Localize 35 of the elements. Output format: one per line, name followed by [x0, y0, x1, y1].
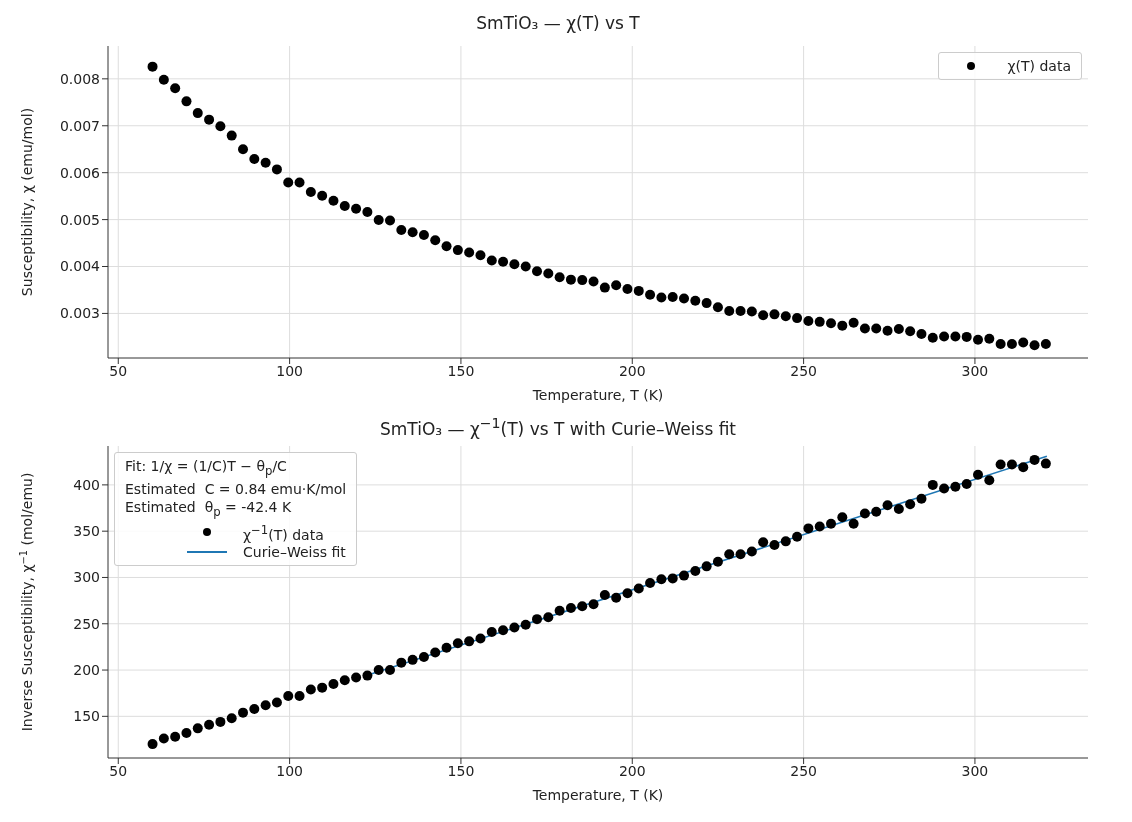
x-axis-title: Temperature, T (K) — [531, 387, 664, 403]
y-tick-label: 250 — [73, 615, 100, 632]
x-axis-title: Temperature, T (K) — [531, 787, 664, 803]
x-tick-label: 300 — [961, 362, 989, 379]
y-tick-label: 300 — [73, 569, 100, 586]
y-tick-label: 200 — [73, 662, 100, 679]
legend-label: χ(T) data — [1007, 57, 1071, 75]
annotation: Estimated C = 0.84 emu·K/mol — [125, 480, 347, 497]
y-tick-label: 0.004 — [59, 258, 101, 275]
y-tick-label: 150 — [73, 708, 100, 725]
y-tick-label: 350 — [73, 523, 100, 540]
annotation: Estimated θ$_{p}$ = -42.4 K — [125, 498, 292, 519]
x-tick-label: 200 — [618, 762, 646, 779]
y-tick-label: 0.006 — [59, 164, 101, 181]
y-tick-label: 0.003 — [59, 305, 100, 322]
x-tick-label: 100 — [276, 362, 303, 379]
annotation: Fit: 1/χ = (1/C)T − θ$_{p}$/C — [125, 458, 287, 478]
x-tick-label: 300 — [961, 762, 989, 779]
x-tick-label: 50 — [109, 762, 128, 779]
chart-title: SmTiO₃ — χ(T) vs T — [476, 13, 640, 33]
legend-label: χ$^{−1}$(T) data — [243, 521, 324, 544]
x-tick-label: 250 — [790, 762, 817, 779]
x-tick-label: 50 — [109, 362, 128, 379]
x-tick-label: 100 — [276, 762, 303, 779]
y-tick-label: 0.005 — [59, 211, 100, 228]
x-tick-label: 250 — [790, 362, 817, 379]
x-tick-label: 150 — [447, 362, 475, 379]
y-tick-label: 0.007 — [59, 117, 100, 134]
x-tick-label: 150 — [447, 762, 475, 779]
chart-title: SmTiO₃ — χ$^{−1}$(T) vs T with Curie–Weiss fit — [379, 415, 737, 439]
x-tick-label: 200 — [618, 362, 646, 379]
y-axis-title: Susceptibility, χ (emu/mol) — [19, 107, 35, 297]
y-tick-label: 0.008 — [59, 70, 100, 87]
legend-label: Curie–Weiss fit — [243, 543, 346, 562]
y-tick-label: 400 — [73, 476, 100, 493]
